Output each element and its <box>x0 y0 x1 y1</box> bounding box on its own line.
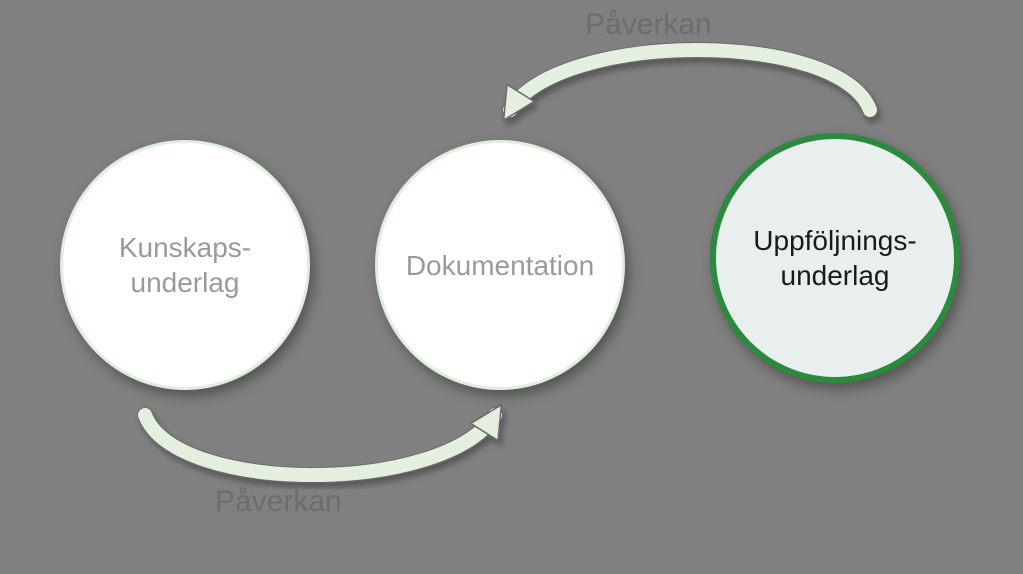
circle-right-label: Uppföljnings- underlag <box>753 223 916 293</box>
circle-middle: Dokumentation <box>375 140 625 390</box>
circle-left-label: Kunskaps- underlag <box>119 230 251 300</box>
circle-right: Uppföljnings- underlag <box>710 133 960 383</box>
arrow-bottom-outline <box>145 415 495 475</box>
arrow-bottom-label: Påverkan <box>215 485 342 519</box>
arrow-top-label: Påverkan <box>585 8 712 42</box>
circle-left: Kunskaps- underlag <box>60 140 310 390</box>
circle-middle-label: Dokumentation <box>406 248 594 283</box>
diagram-canvas: Påverkan Påverkan Kunskaps- underlag Dok… <box>0 0 1023 574</box>
